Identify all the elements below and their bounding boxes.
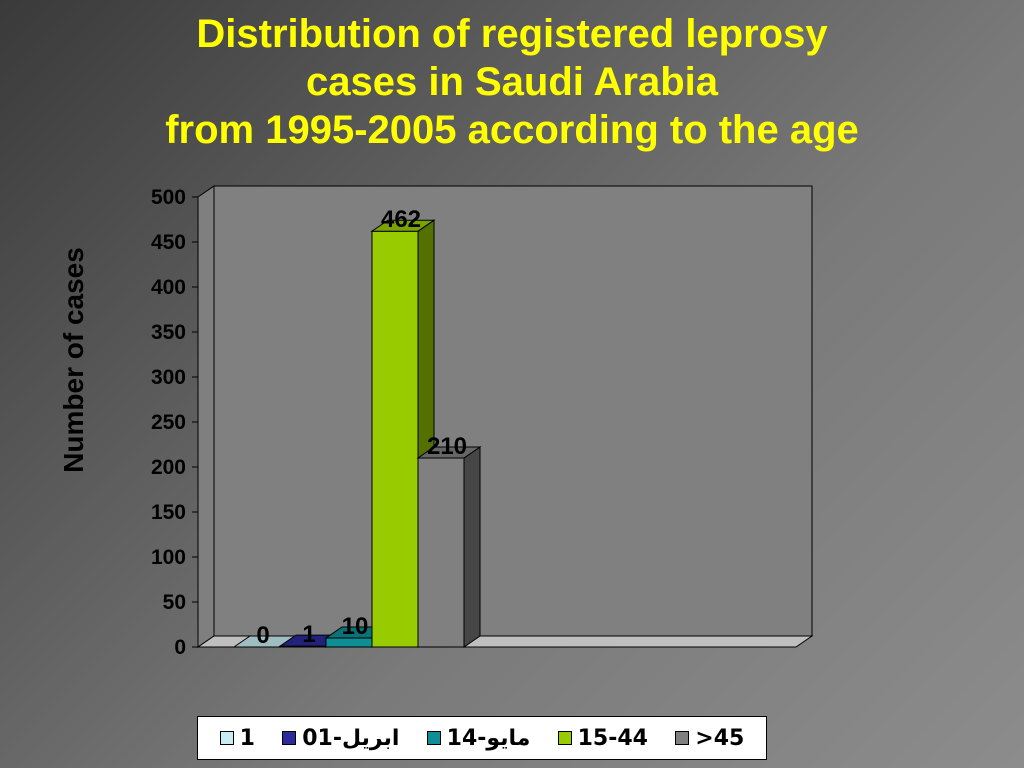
bar-top — [416, 446, 482, 459]
y-tick-label: 200 — [151, 456, 186, 479]
y-axis-label: Number of cases — [58, 247, 89, 473]
data-label: 0 — [256, 622, 269, 649]
legend-swatch — [675, 731, 690, 745]
left-wall — [197, 185, 215, 648]
chart-walls — [196, 185, 814, 648]
bar-side — [463, 446, 481, 648]
legend-item: 01-ابريل — [282, 726, 399, 751]
bar — [416, 446, 482, 648]
chart-title-line-1: Distribution of registered leprosy — [196, 12, 828, 56]
data-labels: 0 1 10 462 210 — [256, 206, 467, 649]
bar-top — [370, 219, 436, 232]
legend-swatch — [219, 731, 234, 745]
legend-label: >45 — [695, 725, 745, 751]
legend-item: >45 — [675, 726, 744, 751]
y-tick-label: 0 — [174, 636, 186, 659]
y-tick-label: 150 — [151, 501, 186, 524]
chart-title: Distribution of registered leprosy cases… — [0, 10, 1024, 154]
legend-swatch — [282, 731, 297, 745]
legend-swatch — [557, 731, 572, 745]
legend-item: 1 — [219, 725, 255, 751]
legend-label: 15-44 — [577, 725, 648, 751]
y-tick-label: 300 — [151, 366, 186, 389]
bar-front — [371, 230, 419, 648]
chart-title-line-3: from 1995-2005 according to the age — [165, 108, 859, 152]
legend-label: 1 — [239, 725, 255, 751]
y-tick-label: 50 — [163, 591, 186, 614]
y-tick-label: 400 — [151, 276, 186, 299]
legend: 1 01-ابريل 14-مايو 15-44 >45 — [197, 716, 767, 760]
legend-label: 01-ابريل — [302, 725, 400, 751]
y-tick-label: 250 — [151, 411, 186, 434]
chart-title-line-2: cases in Saudi Arabia — [305, 60, 719, 104]
y-tick-label: 500 — [151, 186, 186, 209]
chart-bars — [232, 219, 482, 648]
data-label: 10 — [342, 613, 369, 640]
y-tick-label: 100 — [151, 546, 186, 569]
legend-item: 15-44 — [557, 725, 648, 751]
back-wall — [213, 185, 813, 637]
legend-label: 14-مايو — [446, 725, 531, 751]
legend-swatch — [426, 731, 441, 745]
y-tick-label: 350 — [151, 321, 186, 344]
y-tick-label: 450 — [151, 231, 186, 254]
data-label: 1 — [302, 621, 315, 648]
y-axis-ticks: 0 50 100 150 200 250 300 350 400 450 500 — [151, 186, 198, 659]
data-label: 462 — [381, 206, 421, 233]
legend-item: 14-مايو — [426, 725, 531, 751]
bar-front — [417, 457, 465, 648]
data-label: 210 — [427, 433, 467, 460]
